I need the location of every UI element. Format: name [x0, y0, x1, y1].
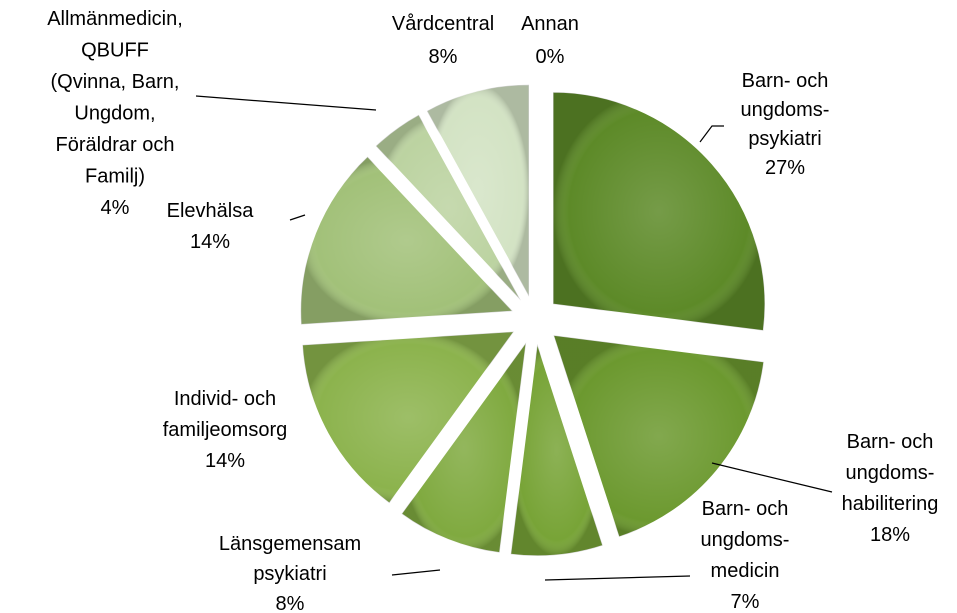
- label-line: familjeomsorg: [163, 419, 287, 441]
- value-label: 4%: [101, 197, 130, 219]
- leader-line: [711, 462, 833, 493]
- leader-line: [699, 125, 724, 143]
- label-line: ungdoms-: [741, 99, 830, 121]
- label-line: (Qvinna, Barn,: [51, 71, 180, 93]
- label-line: Annan: [521, 13, 579, 35]
- data-label: Länsgemensam psykiatri 8%: [219, 533, 361, 613]
- data-label: Allmänmedicin, QBUFF (Qvinna, Barn, Ungdom,…: [47, 8, 183, 219]
- label-line: Länsgemensam: [219, 533, 361, 555]
- leader-line: [195, 95, 377, 111]
- label-line: Allmänmedicin,: [47, 8, 183, 30]
- label-line: Barn- och: [702, 498, 789, 520]
- data-label: Individ- och familjeomsorg 14%: [163, 388, 287, 472]
- value-label: 8%: [276, 593, 305, 613]
- label-line: habilitering: [842, 493, 939, 515]
- label-line: psykiatri: [253, 563, 326, 585]
- data-label: Elevhälsa 14%: [167, 200, 255, 253]
- leader-line: [391, 569, 441, 576]
- label-line: Föräldrar och: [56, 134, 175, 156]
- pie-slice: [552, 91, 766, 332]
- data-label: Annan 0%: [521, 13, 579, 68]
- leader-line: [289, 214, 306, 221]
- value-label: 0%: [536, 46, 565, 68]
- label-line: Elevhälsa: [167, 200, 255, 222]
- value-label: 7%: [731, 591, 760, 613]
- label-line: Vårdcentral: [392, 13, 494, 35]
- value-label: 14%: [205, 450, 245, 472]
- data-label: Barn- och ungdoms-psykiatri 27%: [741, 70, 830, 179]
- label-line: Familj): [85, 166, 145, 188]
- label-line: ungdoms-: [701, 529, 790, 551]
- label-line: ungdoms-: [846, 462, 935, 484]
- value-label: 27%: [765, 157, 805, 179]
- value-label: 14%: [190, 231, 230, 253]
- value-label: 8%: [429, 46, 458, 68]
- label-line: Individ- och: [174, 388, 276, 410]
- label-line: Ungdom,: [74, 103, 155, 125]
- value-label: 18%: [870, 524, 910, 546]
- label-line: QBUFF: [81, 40, 149, 62]
- label-line: Barn- och: [847, 431, 934, 453]
- label-line: Barn- och: [742, 70, 829, 92]
- leader-line: [544, 575, 691, 581]
- data-label: Barn- och ungdoms-habilitering 18%: [842, 431, 939, 546]
- data-label: Barn- och ungdoms-medicin 7%: [701, 498, 790, 613]
- label-line: psykiatri: [748, 128, 821, 150]
- data-label: Vårdcentral 8%: [392, 13, 494, 68]
- label-line: medicin: [711, 560, 780, 582]
